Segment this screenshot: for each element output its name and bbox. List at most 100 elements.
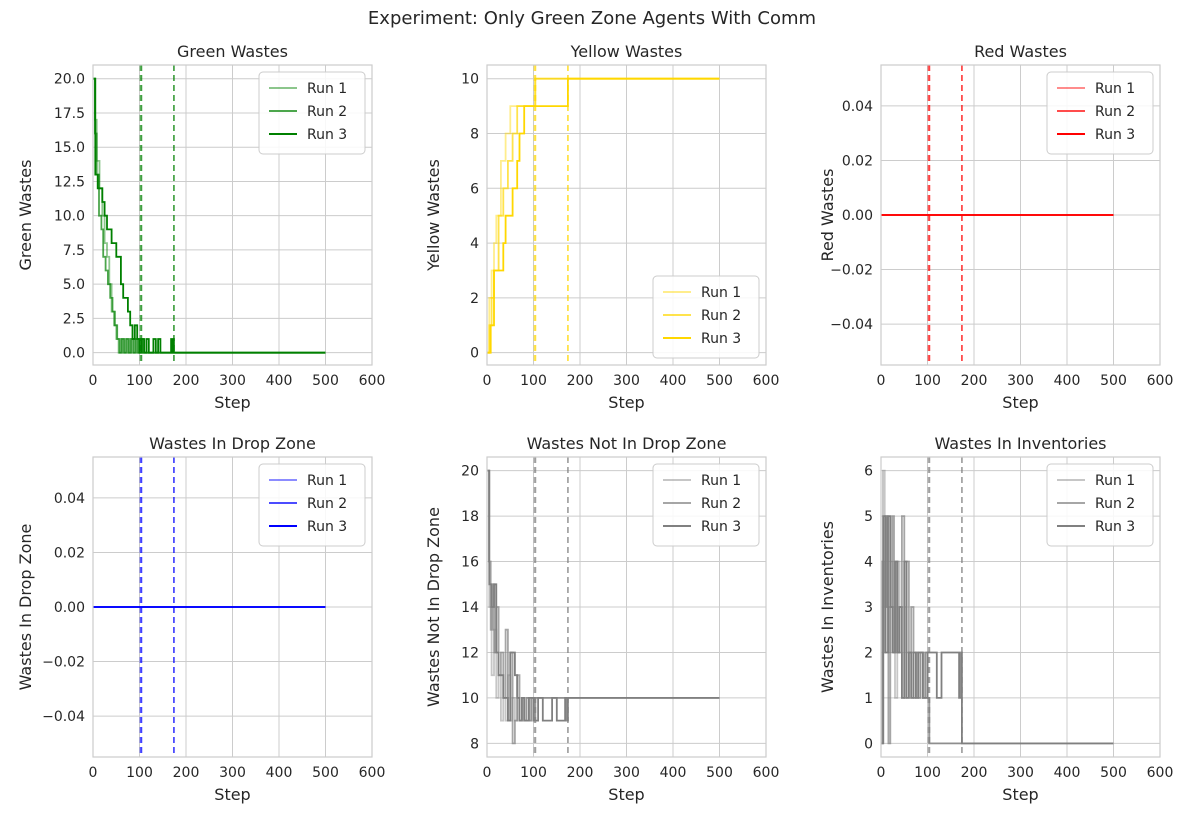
y-tick-label: −0.02 bbox=[830, 263, 873, 279]
y-axis-label: Wastes In Drop Zone bbox=[16, 524, 35, 691]
y-tick-label: 18 bbox=[461, 509, 479, 525]
x-axis-label: Step bbox=[214, 393, 250, 412]
y-tick-label: 0.00 bbox=[54, 600, 85, 616]
y-tick-label: 5.0 bbox=[63, 277, 85, 293]
plot-frame bbox=[92, 456, 373, 758]
legend-label: Run 2 bbox=[307, 104, 347, 120]
y-tick-label: 16 bbox=[461, 555, 479, 571]
legend-label: Run 1 bbox=[1095, 81, 1135, 97]
y-tick-label: −0.02 bbox=[42, 655, 85, 671]
x-tick-label: 0 bbox=[877, 765, 886, 781]
y-tick-label: −0.04 bbox=[830, 317, 873, 333]
legend-label: Run 3 bbox=[701, 331, 741, 347]
x-tick-label: 500 bbox=[706, 373, 733, 389]
y-axis-label: Yellow Wastes bbox=[424, 159, 443, 272]
x-tick-label: 500 bbox=[312, 373, 339, 389]
x-tick-label: 100 bbox=[914, 765, 941, 781]
y-tick-label: 5 bbox=[864, 509, 873, 525]
figure-title: Experiment: Only Green Zone Agents With … bbox=[368, 8, 816, 29]
panel-6: 0 100 200 300 400 500 600 0 1 2 3 4 5 6 Wastes In Inve… bbox=[818, 434, 1173, 804]
legend: Run 1 Run 2 Run 3 bbox=[652, 275, 760, 359]
series-line-run-3 bbox=[487, 469, 720, 722]
panel-4: 0 100 200 300 400 500 600 −0.04 −0.02 0.00 0.02 0.0… bbox=[16, 434, 385, 804]
legend-label: Run 2 bbox=[1095, 496, 1135, 512]
x-tick-label: 300 bbox=[613, 373, 640, 389]
x-tick-label: 200 bbox=[961, 765, 988, 781]
y-tick-label: 4 bbox=[470, 236, 479, 252]
x-tick-label: 400 bbox=[266, 765, 293, 781]
y-tick-label: 12.5 bbox=[54, 174, 85, 190]
series-group bbox=[487, 469, 720, 745]
panel-title: Wastes In Drop Zone bbox=[149, 434, 316, 453]
y-tick-label: 20.0 bbox=[54, 72, 85, 88]
y-tick-label: 2 bbox=[470, 291, 479, 307]
y-tick-label: 0 bbox=[864, 736, 873, 752]
x-tick-label: 200 bbox=[173, 373, 200, 389]
plot-frame bbox=[486, 456, 767, 758]
y-axis-label: Wastes Not In Drop Zone bbox=[424, 507, 443, 707]
legend-label: Run 2 bbox=[1095, 104, 1135, 120]
y-tick-label: 2.5 bbox=[63, 311, 85, 327]
panel-3: 0 100 200 300 400 500 600 −0.04 −0.02 0.00 0.02 0.0… bbox=[818, 42, 1173, 412]
panel-title: Green Wastes bbox=[177, 42, 288, 61]
x-tick-label: 0 bbox=[483, 765, 492, 781]
x-tick-label: 200 bbox=[567, 373, 594, 389]
x-tick-label: 200 bbox=[173, 765, 200, 781]
plot-frame bbox=[486, 64, 767, 366]
plot-frame bbox=[880, 456, 1161, 758]
legend-label: Run 1 bbox=[307, 473, 347, 489]
legend-label: Run 2 bbox=[701, 308, 741, 324]
y-tick-label: 8 bbox=[470, 736, 479, 752]
y-tick-label: 15.0 bbox=[54, 140, 85, 156]
x-tick-label: 400 bbox=[1054, 765, 1081, 781]
x-tick-label: 0 bbox=[877, 373, 886, 389]
y-tick-label: −0.04 bbox=[42, 709, 85, 725]
legend-label: Run 2 bbox=[307, 496, 347, 512]
x-axis-label: Step bbox=[608, 393, 644, 412]
panel-5: 0 100 200 300 400 500 600 8 10 12 14 16 18 20 Wastes N… bbox=[424, 434, 779, 804]
series-line-run-3 bbox=[93, 77, 326, 354]
plot-frame bbox=[880, 64, 1161, 366]
series-line-run-3 bbox=[487, 77, 720, 354]
x-tick-label: 400 bbox=[660, 765, 687, 781]
panel-1: 0 100 200 300 400 500 600 0.0 2.5 5.0 7.5 10.0 12.5 1… bbox=[16, 42, 385, 412]
x-tick-label: 300 bbox=[1007, 765, 1034, 781]
y-tick-label: 0.02 bbox=[842, 153, 873, 169]
x-tick-label: 200 bbox=[961, 373, 988, 389]
x-tick-label: 300 bbox=[1007, 373, 1034, 389]
x-tick-label: 600 bbox=[359, 373, 386, 389]
series-group bbox=[881, 469, 1114, 745]
y-tick-label: 0.04 bbox=[842, 99, 873, 115]
panel-title: Yellow Wastes bbox=[570, 42, 683, 61]
x-tick-label: 300 bbox=[219, 373, 246, 389]
y-tick-label: 10 bbox=[461, 691, 479, 707]
x-tick-label: 100 bbox=[914, 373, 941, 389]
x-tick-label: 0 bbox=[483, 373, 492, 389]
y-axis-label: Green Wastes bbox=[16, 160, 35, 271]
legend-label: Run 2 bbox=[701, 496, 741, 512]
x-tick-label: 300 bbox=[219, 765, 246, 781]
x-tick-label: 100 bbox=[520, 373, 547, 389]
y-tick-label: 8 bbox=[470, 126, 479, 142]
y-axis-label: Red Wastes bbox=[818, 169, 837, 262]
y-tick-label: 4 bbox=[864, 555, 873, 571]
y-tick-label: 0.00 bbox=[842, 208, 873, 224]
legend-label: Run 1 bbox=[701, 473, 741, 489]
x-tick-label: 400 bbox=[1054, 373, 1081, 389]
completion-markers bbox=[533, 65, 569, 365]
series-group bbox=[93, 77, 326, 354]
y-tick-label: 10.0 bbox=[54, 209, 85, 225]
x-axis-label: Step bbox=[1002, 785, 1038, 804]
legend-label: Run 3 bbox=[307, 519, 347, 535]
x-tick-label: 0 bbox=[89, 373, 98, 389]
x-tick-label: 400 bbox=[266, 373, 293, 389]
y-tick-label: 17.5 bbox=[54, 106, 85, 122]
panel-title: Red Wastes bbox=[974, 42, 1067, 61]
x-tick-label: 600 bbox=[753, 765, 780, 781]
y-tick-label: 6 bbox=[864, 464, 873, 480]
y-tick-label: 12 bbox=[461, 645, 479, 661]
y-tick-label: 14 bbox=[461, 600, 479, 616]
x-tick-label: 400 bbox=[660, 373, 687, 389]
x-axis-label: Step bbox=[214, 785, 250, 804]
